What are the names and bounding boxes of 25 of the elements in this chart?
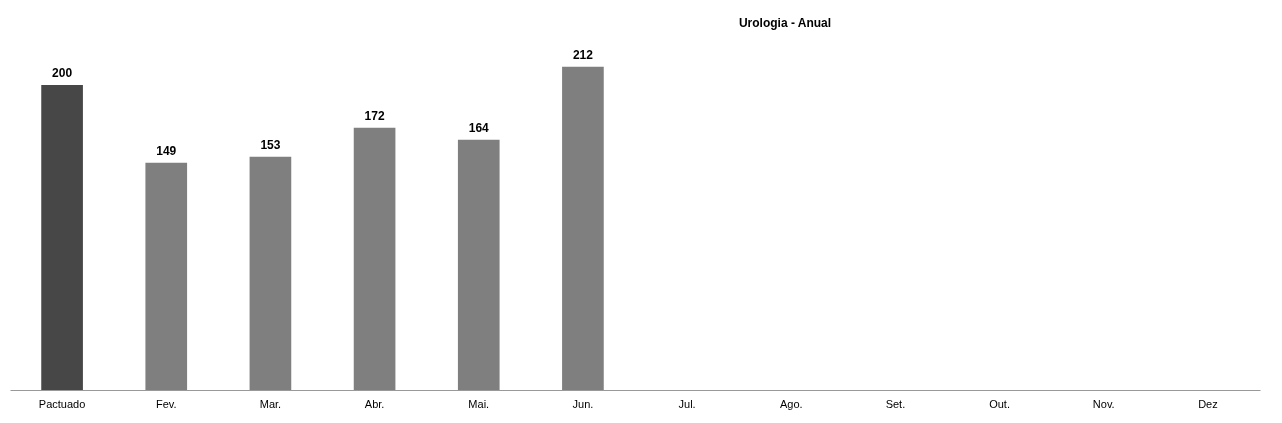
x-tick-label: Fev. [155, 397, 177, 410]
data-label: 212 [572, 47, 594, 62]
data-label: 153 [260, 137, 281, 152]
bar [41, 84, 83, 390]
bar [249, 156, 292, 390]
x-tick-label: Pactuado [38, 397, 86, 410]
x-tick-label: Abr. [364, 397, 385, 410]
data-label: 172 [364, 108, 385, 123]
data-label: 149 [156, 143, 177, 158]
bar [562, 66, 604, 390]
x-tick-label: Out. [989, 397, 1010, 410]
bar [145, 162, 188, 390]
data-label: 200 [52, 65, 73, 80]
x-tick-label: Dez [1198, 397, 1218, 410]
x-tick-label: Jul. [678, 397, 696, 410]
bar [353, 127, 396, 390]
x-tick-label: Ago. [779, 397, 803, 410]
x-tick-label: Set. [885, 397, 906, 410]
x-tick-label: Nov. [1092, 397, 1115, 410]
x-tick-label: Mai. [468, 397, 490, 410]
x-tick-label: Mar. [259, 397, 282, 410]
x-tick-label: Jun. [572, 397, 594, 410]
bar [457, 139, 500, 390]
data-label: 164 [468, 120, 490, 135]
chart-title: Urologia - Anual [738, 16, 832, 30]
